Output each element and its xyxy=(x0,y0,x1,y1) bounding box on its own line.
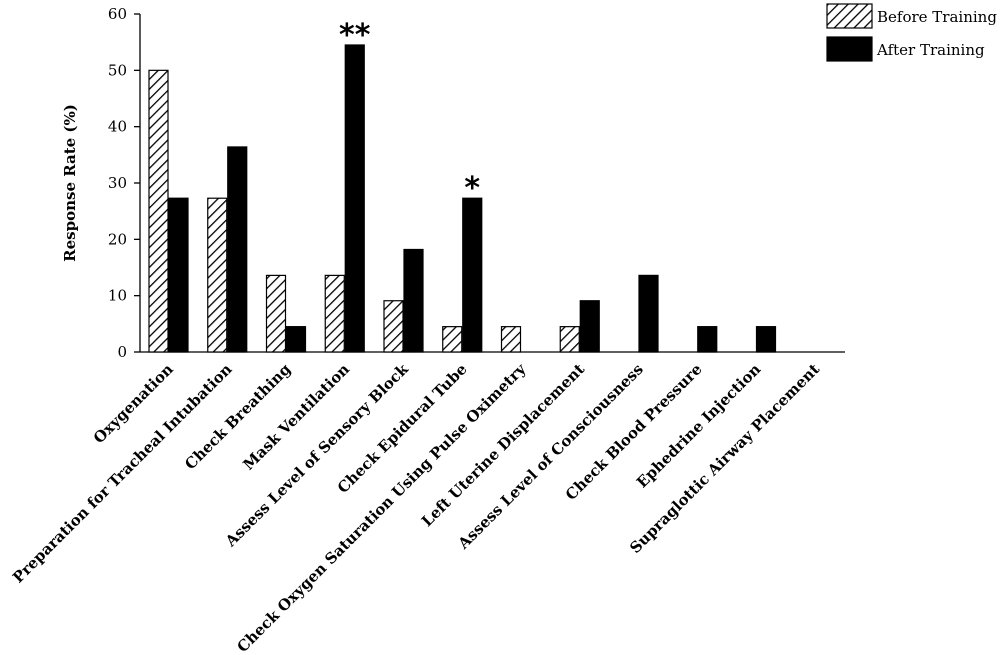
bar-after-training xyxy=(227,146,248,353)
bar-after-training xyxy=(344,44,365,353)
legend-swatch-before xyxy=(826,3,873,29)
x-tick-label: Mask Ventilation xyxy=(239,360,353,474)
bar-before-training xyxy=(207,197,228,353)
bar-after-training xyxy=(462,197,483,353)
bar-after-training xyxy=(285,326,307,353)
bar-before-training xyxy=(324,274,345,353)
bar-after-training xyxy=(638,274,659,353)
x-tick-label: Check Breathing xyxy=(181,360,294,473)
y-tick-label: 60 xyxy=(108,5,127,23)
y-axis-label: Response Rate (%) xyxy=(61,104,79,262)
bar-after-training xyxy=(755,326,777,353)
y-tick-label: 0 xyxy=(117,343,127,361)
significance-annotation: ** xyxy=(339,18,371,53)
bar-after-training xyxy=(579,300,600,353)
y-tick-label: 40 xyxy=(108,118,127,136)
y-tick-label: 50 xyxy=(108,61,127,79)
bar-after-training xyxy=(403,248,424,353)
bar-before-training xyxy=(442,326,463,353)
legend-label: Before Training xyxy=(877,8,997,26)
legend-label: After Training xyxy=(876,41,985,59)
y-tick-label: 30 xyxy=(108,174,127,192)
x-tick-label: Preparation for Tracheal Intubation xyxy=(9,360,236,587)
bar-after-training xyxy=(168,197,189,353)
bar-before-training xyxy=(148,69,169,353)
bar-before-training xyxy=(383,300,404,353)
significance-annotation: * xyxy=(464,171,480,206)
bar-before-training xyxy=(559,326,580,353)
y-tick-label: 10 xyxy=(108,287,127,305)
bar-after-training xyxy=(697,326,718,353)
legend: Before Training After Training xyxy=(826,3,997,62)
bar-before-training xyxy=(265,274,287,353)
y-tick-label: 20 xyxy=(108,230,127,248)
legend-swatch-after xyxy=(826,36,873,62)
bar-before-training xyxy=(500,326,522,353)
